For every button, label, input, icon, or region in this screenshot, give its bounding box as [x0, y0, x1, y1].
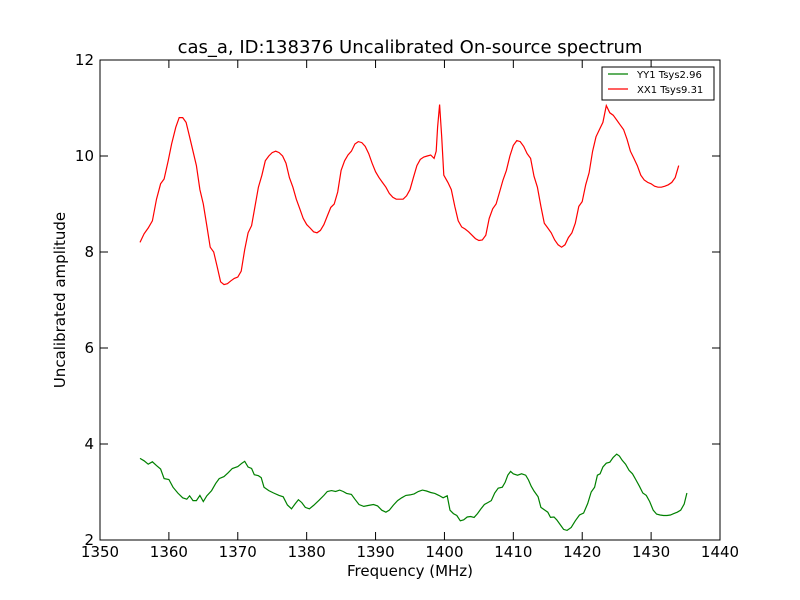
series-line-1 — [139, 103, 680, 286]
y-tick-label: 6 — [84, 339, 94, 357]
legend-label-xx1: XX1 Tsys9.31 — [637, 85, 703, 96]
x-tick-label: 1350 — [81, 543, 119, 561]
x-tick-label: 1420 — [563, 543, 601, 561]
x-axis-ticks: 1350 1360 1370 1380 1390 1400 1410 1420 1430 1440 — [81, 60, 739, 561]
y-tick-label: 4 — [84, 435, 94, 453]
y-tick-label: 8 — [84, 243, 94, 261]
y-tick-label: 12 — [75, 51, 94, 69]
x-tick-label: 1430 — [632, 543, 670, 561]
y-tick-label: 2 — [84, 531, 94, 549]
plot-area-frame — [99, 59, 721, 541]
x-tick-label: 1390 — [356, 543, 394, 561]
x-tick-label: 1360 — [150, 543, 188, 561]
x-tick-label: 1370 — [219, 543, 257, 561]
series-layer — [139, 103, 688, 532]
chart-title: cas_a, ID:138376 Uncalibrated On-source … — [178, 37, 643, 58]
x-tick-label: 1440 — [701, 543, 739, 561]
x-tick-label: 1400 — [425, 543, 463, 561]
y-axis-ticks: 2 4 6 8 10 12 — [75, 51, 720, 549]
series-line-0 — [139, 453, 688, 532]
y-axis-title: Uncalibrated amplitude — [51, 212, 69, 388]
x-tick-label: 1380 — [288, 543, 326, 561]
legend: YY1 Tsys2.96 XX1 Tsys9.31 — [601, 66, 715, 101]
legend-box — [601, 66, 715, 101]
x-axis-title: Frequency (MHz) — [347, 562, 473, 580]
legend-label-yy1: YY1 Tsys2.96 — [636, 70, 702, 81]
x-tick-label: 1410 — [494, 543, 532, 561]
y-tick-label: 10 — [75, 147, 94, 165]
